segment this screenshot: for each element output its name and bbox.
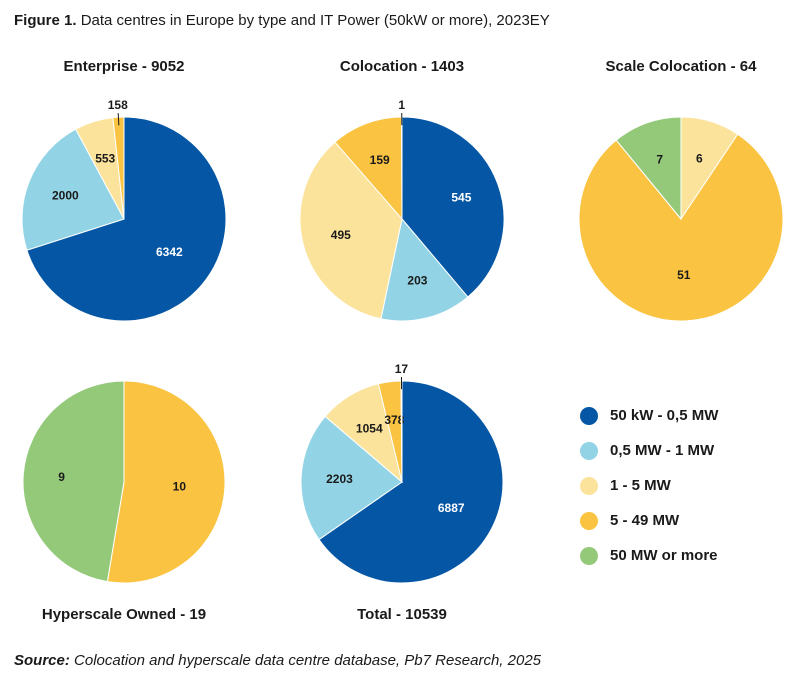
pie-slice-1-5-mw	[299, 141, 403, 320]
legend-item-50-kw-0-5-mw: 50 kW - 0,5 MW	[580, 398, 718, 433]
pie-slice-0-5-mw-1-mw	[380, 217, 469, 322]
pie-slice-5-49-mw	[106, 380, 226, 584]
slice-value-label: 17	[395, 362, 409, 376]
slice-value-label: 378	[384, 413, 404, 427]
pie-title: Total - 10539	[357, 606, 447, 623]
legend-item-5-49-mw: 5 - 49 MW	[580, 503, 718, 538]
pie-slice-5-49-mw	[334, 116, 403, 221]
slice-value-label: 10	[173, 480, 187, 494]
slice-value-label: 545	[451, 190, 471, 204]
pie-slice-50-kw-0-5-mw	[318, 380, 504, 584]
legend-swatch	[580, 441, 598, 460]
figure-title: Figure 1. Data centres in Europe by type…	[14, 12, 550, 29]
pie-title: Scale Colocation - 64	[605, 58, 757, 75]
slice-value-label: 2203	[326, 472, 353, 486]
slice-value-label: 1	[398, 98, 405, 112]
pie-slice-5-49-mw	[578, 133, 784, 322]
slice-value-label: 158	[108, 98, 128, 112]
legend-label: 50 kW - 0,5 MW	[610, 407, 719, 424]
pie-title: Colocation - 1403	[339, 58, 465, 75]
slice-value-label: 159	[370, 153, 390, 167]
slice-value-label: 553	[95, 152, 115, 166]
slice-value-label: 203	[407, 273, 427, 287]
pie-title: Enterprise - 9052	[63, 58, 185, 75]
pie-title: Hyperscale Owned - 19	[41, 606, 207, 623]
slice-value-label: 6	[696, 151, 703, 165]
figure-label: Figure 1.	[14, 12, 77, 29]
legend-item-0-5-mw-1-mw: 0,5 MW - 1 MW	[580, 433, 718, 468]
legend: 50 kW - 0,5 MW 0,5 MW - 1 MW 1 - 5 MW 5 - 4…	[580, 398, 718, 573]
slice-value-label: 1054	[356, 422, 383, 436]
legend-swatch	[580, 406, 598, 425]
legend-label: 1 - 5 MW	[610, 477, 671, 494]
slice-value-label: 9	[58, 470, 65, 484]
legend-swatch	[580, 511, 598, 530]
legend-item-1-5-mw: 1 - 5 MW	[580, 468, 718, 503]
legend-swatch	[580, 546, 598, 565]
pie-slice-0-5-mw-1-mw	[21, 128, 125, 251]
slice-value-label: 7	[656, 152, 663, 166]
pie-scale-colocation: 6 51 7	[578, 116, 784, 322]
pie-slice-50-kw-0-5-mw	[401, 116, 505, 298]
figure-title-text: Data centres in Europe by type and IT Po…	[80, 12, 550, 29]
slice-value-label: 2000	[52, 188, 79, 202]
legend-item-50-mw-or-more: 50 MW or more	[580, 538, 718, 573]
legend-label: 5 - 49 MW	[610, 512, 680, 529]
source-note: Source: Colocation and hyperscale data c…	[14, 652, 541, 669]
leader-line	[117, 113, 120, 126]
slice-value-label: 51	[677, 268, 691, 282]
pie-hyperscale-owned: 10 9	[22, 380, 226, 584]
pie-slice-50-mw-or-more	[22, 380, 125, 583]
legend-label: 50 MW or more	[610, 547, 718, 564]
pie-slice-0-5-mw-1-mw	[300, 415, 403, 541]
source-label: Source:	[14, 652, 70, 669]
slice-value-label: 6342	[156, 245, 183, 259]
slice-value-label: 6887	[438, 501, 465, 515]
pie-slice-50-kw-0-5-mw	[26, 116, 227, 322]
legend-label: 0,5 MW - 1 MW	[610, 442, 715, 459]
pie-slice-50-mw-or-more	[615, 116, 682, 221]
legend-swatch	[580, 476, 598, 495]
slice-value-label: 495	[331, 228, 351, 242]
source-text: Colocation and hyperscale data centre da…	[74, 652, 542, 669]
pie-enterprise: 6342 2000 553 158	[21, 98, 227, 322]
pie-colocation: 545 203 495 159 1	[299, 98, 505, 322]
